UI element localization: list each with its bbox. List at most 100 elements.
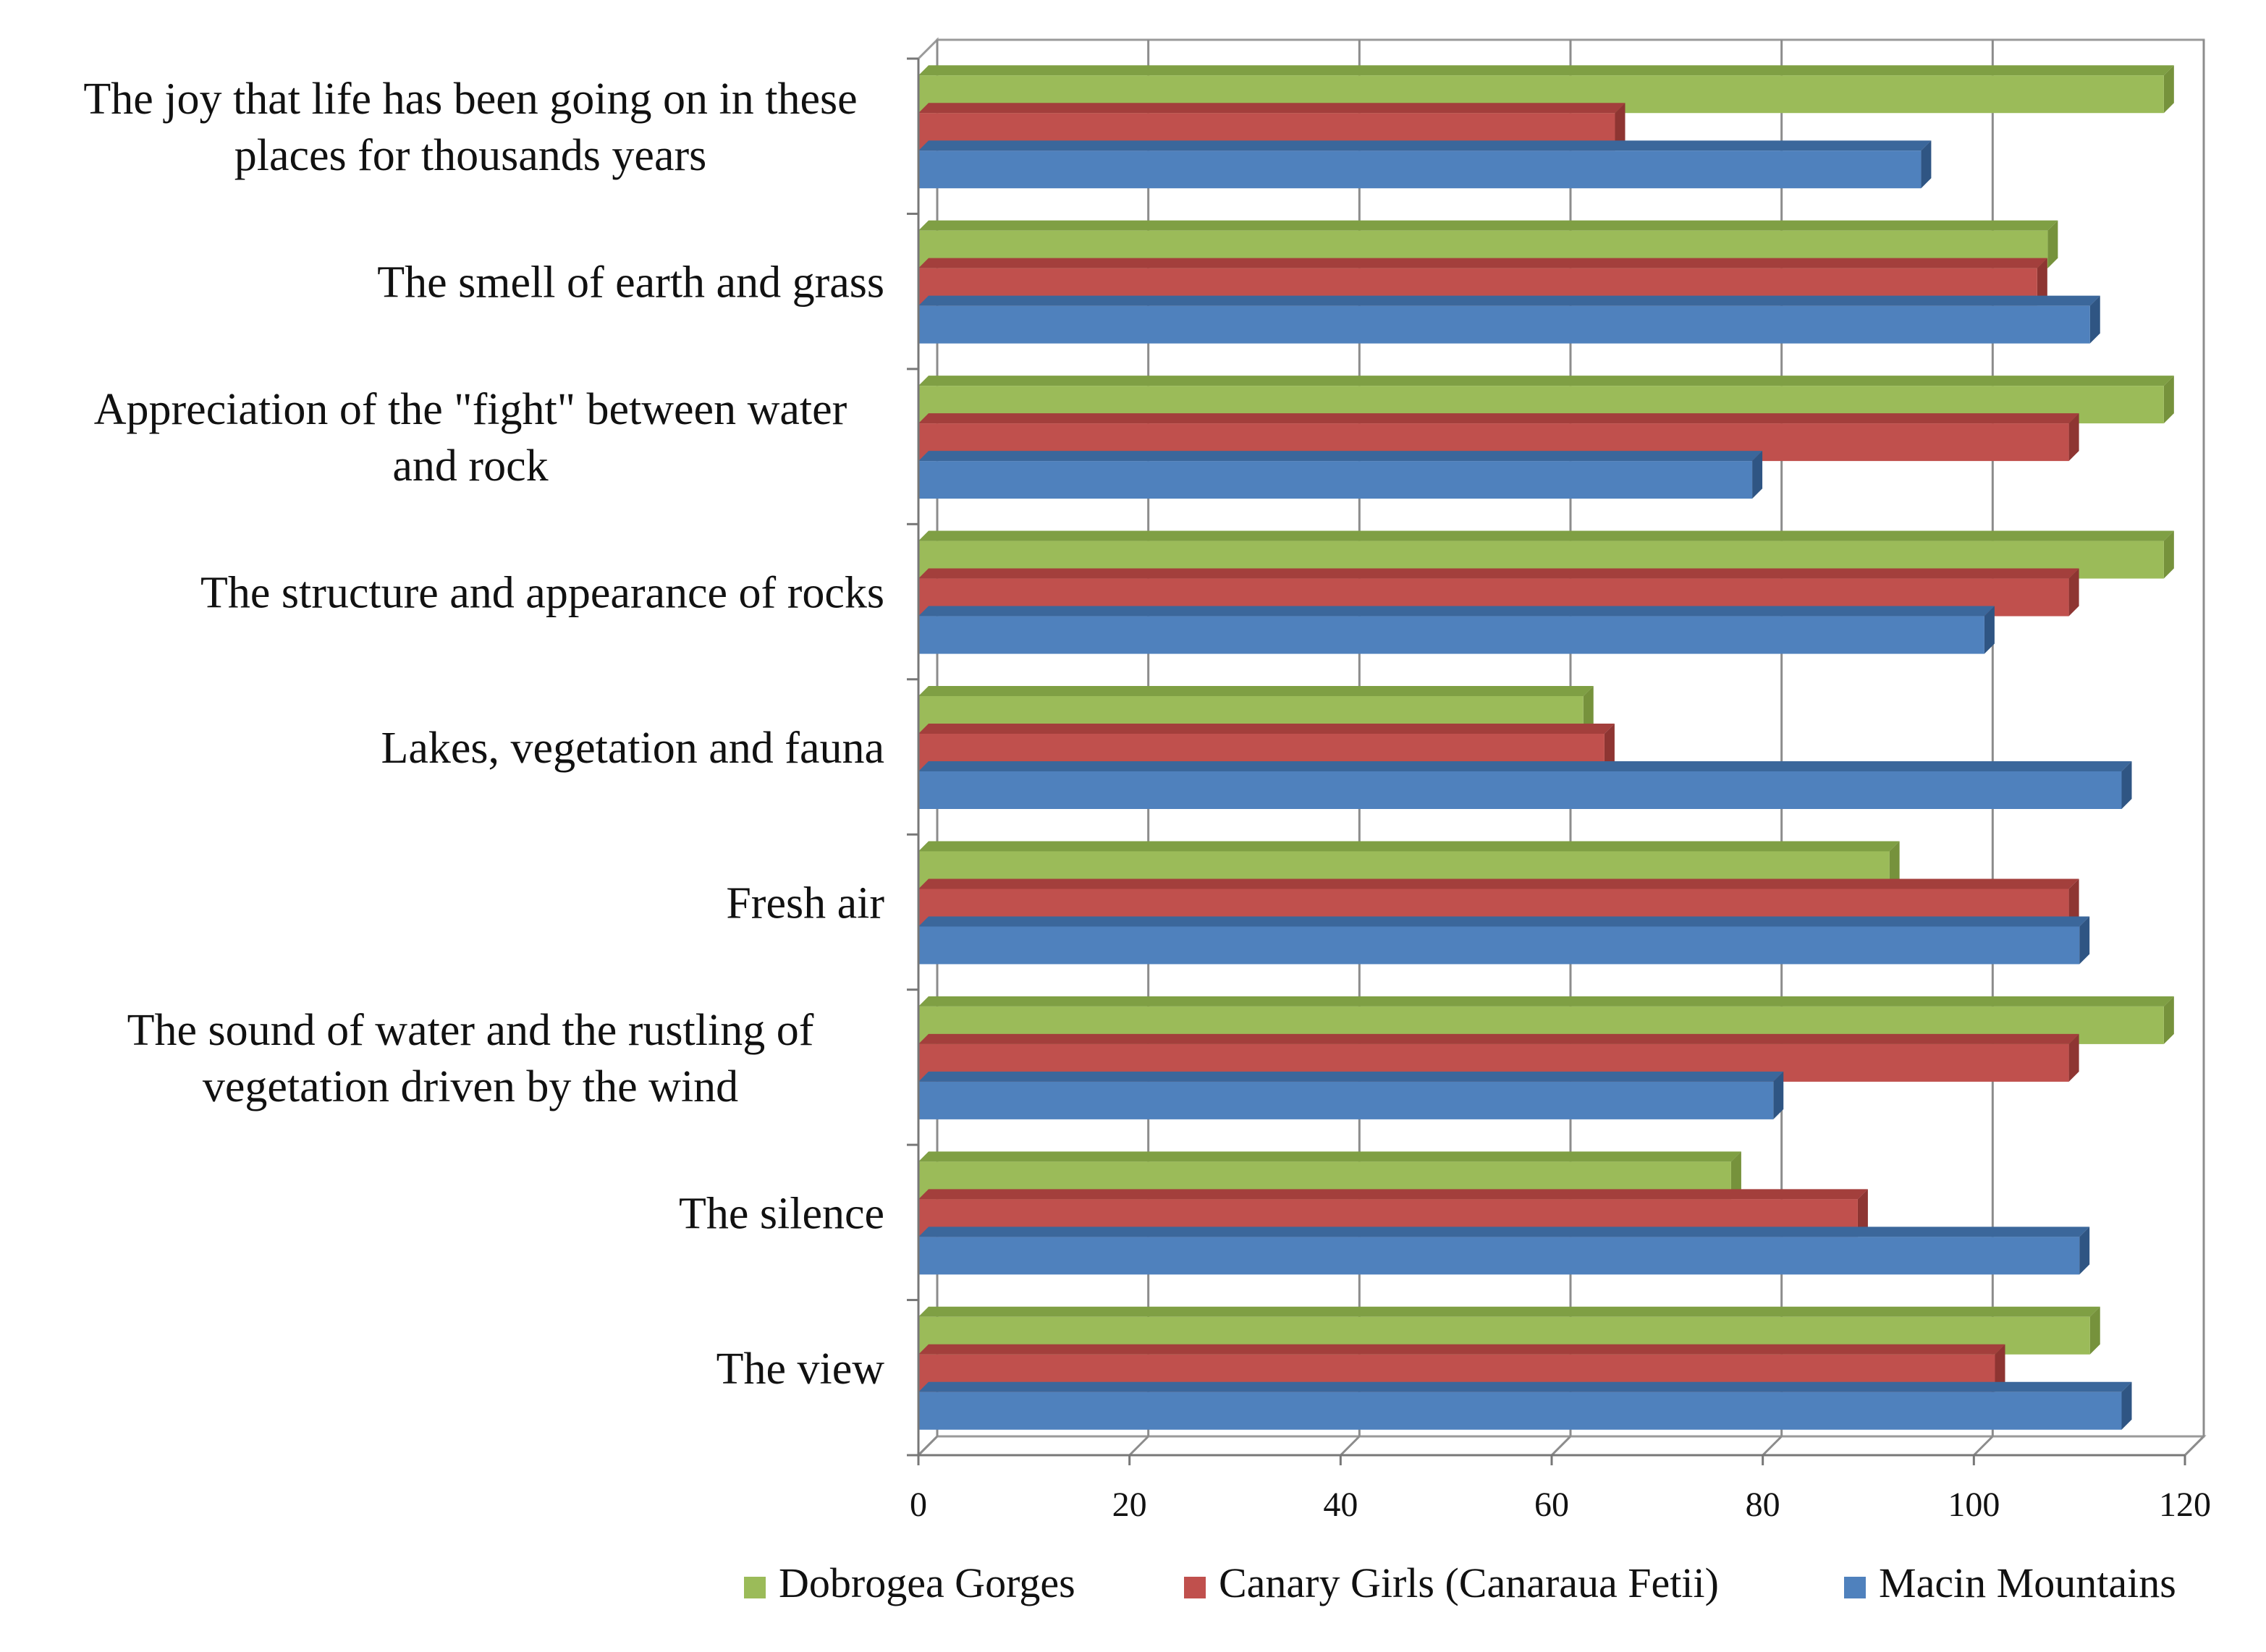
bar-end-face	[2121, 1381, 2132, 1430]
bar-end-face	[2037, 258, 2047, 306]
category-label-2: The smell of earth and grass	[377, 258, 884, 308]
bar-top-face	[918, 916, 2090, 927]
legend-label: Dobrogea Gorges	[779, 1559, 1075, 1606]
bar-macin-mountains-6	[918, 916, 2090, 965]
axes	[907, 57, 2186, 1465]
category-label-7: The sound of water and the rustling of ve…	[127, 1006, 814, 1111]
bar-end-face	[1889, 841, 1900, 889]
x-tick-label-120: 120	[2159, 1486, 2211, 1524]
bar-end-face	[2163, 376, 2174, 424]
legend-swatch	[1184, 1577, 1206, 1598]
x-tick-labels: 0 20 40 60 80 100 120	[910, 1486, 2211, 1524]
bar-top-face	[918, 878, 2079, 889]
bar-end-face	[1773, 1071, 1784, 1119]
bar-top-face	[918, 530, 2174, 541]
bar-end-face	[1752, 451, 1763, 499]
gridline-floor-120	[2183, 1435, 2205, 1457]
bar-end-face	[2163, 996, 2174, 1044]
bar-top-face	[918, 376, 2174, 386]
x-tick-label-60: 60	[1534, 1486, 1569, 1524]
bar-front-face	[918, 1081, 1774, 1119]
bar-end-face	[1857, 1189, 1868, 1237]
bar-macin-mountains-2	[918, 295, 2100, 344]
bar-front-face	[918, 1237, 2080, 1275]
bar-end-face	[1995, 1344, 2005, 1392]
bar-top-face	[918, 996, 2174, 1007]
bar-macin-mountains-9	[918, 1381, 2132, 1430]
bar-macin-mountains-7	[918, 1071, 1784, 1119]
category-label-line: The smell of earth and grass	[377, 258, 884, 308]
bar-front-face	[918, 151, 1922, 189]
bar-top-face	[918, 686, 1594, 696]
gridline-floor-100	[1973, 1435, 1994, 1457]
bar-front-face	[918, 461, 1753, 499]
category-label-line: and rock	[392, 441, 548, 491]
x-tick-label-80: 80	[1746, 1486, 1780, 1524]
bar-end-face	[1730, 1151, 1741, 1200]
legend-label: Macin Mountains	[1879, 1559, 2176, 1606]
bar-end-face	[2068, 413, 2079, 462]
bars	[918, 65, 2174, 1430]
bar-top-face	[918, 65, 2174, 76]
category-label-line: Lakes, vegetation and fauna	[381, 724, 884, 773]
bar-top-face	[918, 568, 2079, 579]
bar-top-face	[918, 841, 1900, 852]
bar-end-face	[2163, 65, 2174, 114]
category-label-8: The silence	[679, 1189, 884, 1238]
category-label-line: Fresh air	[726, 878, 884, 928]
category-label-6: Fresh air	[726, 878, 884, 928]
bar-top-face	[918, 1033, 2079, 1044]
bar-top-face	[918, 103, 1625, 114]
bar-top-face	[918, 1306, 2100, 1317]
bar-front-face	[918, 1392, 2122, 1430]
bar-macin-mountains-5	[918, 761, 2132, 809]
bar-end-face	[2121, 761, 2132, 809]
legend-item-canary-girls-canaraua-fetii: Canary Girls (Canaraua Fetii)	[1184, 1559, 1719, 1606]
gridline-floor-60	[1550, 1435, 1572, 1457]
bar-top-face	[918, 606, 1995, 617]
bar-end-face	[2089, 1306, 2100, 1355]
category-labels: The joy that life has been going on in t…	[83, 75, 884, 1394]
bar-top-face	[918, 1381, 2132, 1392]
legend-swatch	[744, 1577, 766, 1598]
bar-macin-mountains-3	[918, 451, 1763, 499]
bar-end-face	[2068, 878, 2079, 927]
bar-macin-mountains-8	[918, 1227, 2090, 1275]
category-label-line: places for thousands years	[234, 131, 707, 180]
bar-end-face	[1984, 606, 1995, 654]
category-label-line: Appreciation of the "fight" between wate…	[94, 385, 847, 434]
category-label-4: The structure and appearance of rocks	[200, 569, 884, 618]
bar-top-face	[918, 1189, 1868, 1200]
bar-top-face	[918, 724, 1615, 734]
bar-end-face	[2079, 916, 2090, 965]
legend-label: Canary Girls (Canaraua Fetii)	[1219, 1559, 1719, 1606]
category-label-line: The silence	[679, 1189, 884, 1238]
bar-top-face	[918, 413, 2079, 424]
category-label-line: The structure and appearance of rocks	[200, 569, 884, 618]
bar-end-face	[2068, 568, 2079, 617]
category-label-3: Appreciation of the "fight" between wate…	[94, 385, 847, 491]
gridline-floor-40	[1340, 1435, 1361, 1457]
legend-swatch	[1844, 1577, 1866, 1598]
bar-top-face	[918, 1151, 1741, 1162]
category-label-1: The joy that life has been going on in t…	[83, 75, 857, 180]
x-tick-label-100: 100	[1948, 1486, 2000, 1524]
x-tick-label-0: 0	[910, 1486, 927, 1524]
gridline-floor-0	[917, 1435, 939, 1457]
bar-end-face	[2047, 220, 2058, 268]
bar-top-face	[918, 258, 2047, 268]
bar-end-face	[1921, 140, 1932, 189]
bar-top-face	[918, 761, 2132, 771]
bar-macin-mountains-1	[918, 140, 1932, 189]
category-label-line: The sound of water and the rustling of	[127, 1006, 814, 1055]
bar-top-face	[918, 220, 2058, 231]
legend-item-dobrogea-gorges: Dobrogea Gorges	[744, 1559, 1075, 1606]
bar-top-face	[918, 1227, 2090, 1237]
category-label-line: The joy that life has been going on in t…	[83, 75, 857, 124]
x-tick-label-40: 40	[1323, 1486, 1358, 1524]
legend-item-macin-mountains: Macin Mountains	[1844, 1559, 2176, 1606]
gridline-floor-80	[1762, 1435, 1783, 1457]
bar-end-face	[1583, 686, 1594, 734]
gridline-floor-20	[1128, 1435, 1149, 1457]
